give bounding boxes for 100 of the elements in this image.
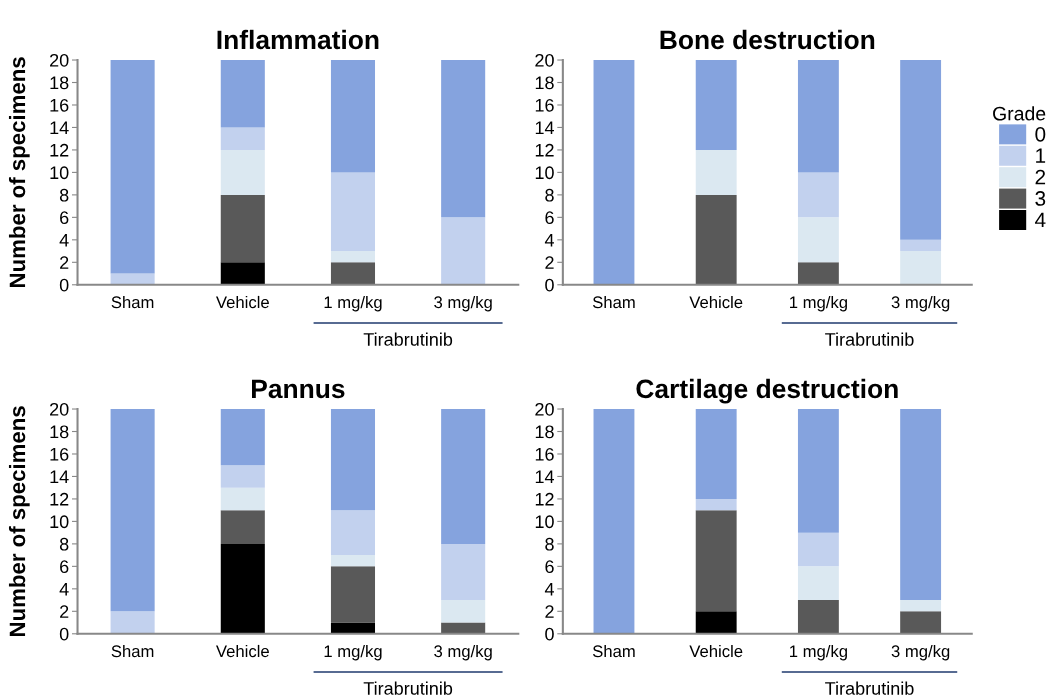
y-tick-label: 6 — [545, 560, 554, 574]
y-tick-label: 6 — [545, 211, 554, 225]
bar — [220, 149, 265, 195]
bar — [900, 239, 942, 252]
chart-title: Bone destruction — [660, 29, 875, 50]
y-tick-label: 8 — [59, 188, 69, 202]
y-tick-label: 2 — [545, 256, 554, 269]
bar — [797, 172, 839, 218]
y-tick-label: 18 — [50, 76, 69, 90]
y-tick-label: 4 — [544, 582, 554, 596]
bar — [900, 251, 942, 285]
y-tick-label: 8 — [59, 537, 69, 551]
x-tick-label: Sham — [111, 644, 154, 658]
y-tick-label: 4 — [59, 233, 69, 247]
x-tick-label: 1 mg/kg — [324, 644, 382, 661]
bar — [797, 409, 839, 533]
y-tick-label: 6 — [60, 560, 69, 574]
y-tick-label: 16 — [535, 447, 554, 461]
chart-title: Pannus — [252, 379, 345, 399]
y-axis-title: Number of specimens — [8, 406, 30, 636]
bar — [797, 262, 839, 285]
bar — [220, 487, 265, 511]
bar — [593, 60, 635, 285]
y-tick-label: 18 — [535, 76, 554, 90]
bar — [110, 60, 155, 274]
y-tick-label: 0 — [59, 627, 69, 641]
bar — [695, 409, 737, 499]
bar — [593, 409, 635, 634]
bar — [110, 409, 155, 612]
y-tick-label: 10 — [50, 166, 69, 180]
x-tick-label: Vehicle — [216, 644, 269, 658]
bar — [695, 149, 737, 195]
x-tick-label: Vehicle — [689, 644, 743, 658]
y-tick-label: 2 — [60, 605, 69, 618]
bar — [900, 600, 942, 612]
x-tick-label: 1 mg/kg — [790, 644, 847, 661]
x-tick-label: Sham — [111, 295, 154, 309]
x-tick-label: 1 mg/kg — [324, 295, 382, 312]
y-tick-label: 14 — [535, 470, 554, 483]
bar — [330, 566, 376, 623]
x-tick-label: 3 mg/kg — [434, 295, 492, 312]
bar — [900, 409, 942, 601]
legend-label: 2 — [1035, 169, 1046, 185]
bar — [220, 194, 265, 263]
x-tick-label: Vehicle — [689, 295, 743, 309]
y-tick-label: 20 — [50, 53, 69, 67]
bar — [797, 217, 839, 263]
legend-title: Grade — [993, 106, 1046, 121]
y-axis-title: Number of specimens — [8, 57, 30, 287]
bar — [220, 60, 265, 128]
legend-label: 0 — [1035, 126, 1046, 142]
y-tick-label: 16 — [50, 447, 69, 461]
x-tick-label: Vehicle — [216, 295, 269, 309]
bar — [330, 555, 376, 567]
bar — [330, 262, 376, 285]
y-tick-label: 4 — [544, 233, 554, 247]
y-tick-label: 10 — [50, 515, 69, 529]
y-tick-label: 20 — [535, 402, 554, 416]
y-tick-label: 0 — [545, 278, 554, 292]
y-tick-label: 4 — [59, 582, 69, 596]
y-tick-label: 12 — [535, 143, 554, 157]
legend-label: 4 — [1035, 212, 1046, 228]
x-tick-label: Sham — [592, 295, 635, 309]
x-tick-label: 3 mg/kg — [434, 644, 492, 661]
bar — [330, 60, 376, 173]
y-tick-label: 16 — [50, 98, 69, 112]
bar — [330, 409, 376, 511]
bar — [330, 251, 376, 263]
bar — [900, 60, 942, 240]
y-tick-label: 10 — [535, 515, 554, 529]
text: Tirabrutinib — [363, 332, 453, 346]
text: Tirabrutinib — [363, 681, 453, 695]
bar — [220, 127, 265, 150]
bar — [695, 498, 737, 511]
bar — [695, 510, 737, 612]
x-tick-label: 3 mg/kg — [891, 295, 950, 312]
bar — [441, 60, 486, 218]
y-tick-label: 0 — [545, 627, 554, 641]
x-tick-label: 3 mg/kg — [891, 644, 950, 661]
y-tick-label: 18 — [535, 425, 554, 439]
x-tick-label: 1 mg/kg — [790, 295, 847, 312]
legend-label: 1 — [1036, 148, 1046, 163]
bar — [220, 409, 265, 466]
bar — [220, 465, 265, 488]
y-tick-label: 18 — [50, 425, 69, 439]
bar — [695, 60, 737, 150]
y-tick-label: 14 — [535, 121, 554, 134]
bar — [330, 172, 376, 252]
bar — [220, 262, 265, 285]
y-tick-label: 12 — [50, 492, 69, 506]
y-tick-label: 2 — [545, 605, 554, 618]
bar — [441, 600, 486, 623]
bar — [330, 510, 376, 556]
bar — [797, 532, 839, 567]
bar — [110, 611, 155, 634]
y-tick-label: 12 — [535, 492, 554, 506]
y-tick-label: 20 — [535, 53, 554, 67]
y-tick-label: 20 — [50, 402, 69, 416]
bar — [441, 217, 486, 285]
y-tick-label: 14 — [50, 470, 69, 483]
